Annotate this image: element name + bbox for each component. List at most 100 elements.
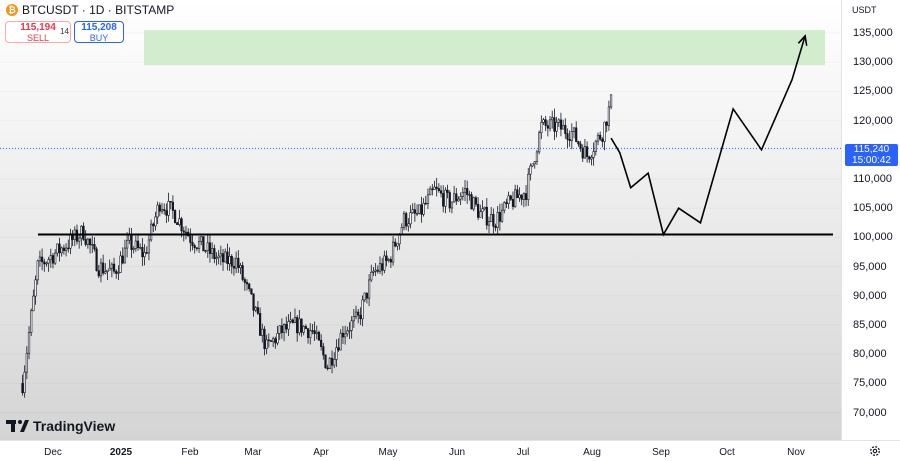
time-tick-label: Feb — [181, 447, 199, 458]
candle — [132, 246, 135, 254]
tradingview-logo[interactable]: TradingView — [6, 418, 115, 434]
candle — [559, 112, 563, 137]
candle — [309, 323, 312, 345]
candle — [241, 261, 244, 282]
candle — [337, 338, 340, 352]
candle — [363, 292, 366, 303]
price-tick-label: 105,000 — [853, 202, 893, 215]
candle — [420, 196, 423, 223]
candle — [274, 336, 277, 349]
candle — [500, 203, 504, 223]
projection-arrowhead — [797, 34, 808, 46]
candle — [191, 233, 194, 251]
candle — [165, 203, 168, 223]
candle — [352, 308, 355, 328]
candle — [326, 364, 329, 371]
symbol-title[interactable]: BTCUSDT · 1D · BITSTAMP — [22, 3, 175, 17]
candle — [455, 188, 458, 205]
candle — [588, 155, 591, 163]
candle — [346, 326, 349, 337]
candle — [178, 209, 181, 227]
candle — [54, 249, 57, 265]
candle — [30, 308, 33, 337]
candle — [367, 274, 371, 307]
candle — [448, 190, 451, 213]
candle — [527, 167, 530, 207]
time-axis[interactable] — [0, 440, 900, 461]
candle — [36, 259, 39, 285]
candle — [361, 295, 364, 327]
candle — [176, 221, 179, 225]
candle — [291, 318, 294, 324]
sell-button[interactable]: 115,194 SELL — [5, 21, 71, 43]
price-tick-label: 70,000 — [853, 406, 887, 419]
candle — [45, 261, 48, 267]
candle — [529, 163, 532, 181]
candle — [62, 244, 65, 255]
candle — [387, 257, 390, 263]
candle — [213, 244, 216, 264]
candle — [56, 243, 59, 257]
candle — [496, 206, 499, 234]
buy-button[interactable]: 115,208 BUY — [74, 21, 124, 43]
tradingview-logo-icon — [6, 420, 29, 432]
candle — [23, 365, 26, 398]
candle — [599, 131, 602, 142]
candle — [256, 301, 260, 315]
price-axis[interactable] — [841, 0, 900, 440]
candle — [64, 243, 68, 257]
candle — [250, 288, 253, 296]
candle — [237, 250, 240, 273]
candle — [117, 265, 120, 280]
candle — [173, 209, 177, 224]
candle — [95, 246, 98, 272]
price-tick-label: 120,000 — [853, 114, 893, 127]
currency-selector[interactable]: USDT — [852, 5, 877, 15]
buy-price: 115,208 — [81, 22, 117, 33]
bitcoin-icon: ₿ — [6, 4, 18, 16]
candle — [136, 234, 140, 251]
candle — [289, 311, 292, 324]
candle — [533, 161, 536, 169]
candle — [40, 248, 44, 271]
candle — [245, 279, 249, 291]
candle — [115, 269, 118, 279]
candle — [394, 238, 397, 248]
candle — [439, 185, 443, 198]
candle — [415, 204, 419, 217]
candle — [341, 326, 345, 345]
candle — [91, 236, 94, 254]
candle — [97, 264, 100, 279]
last-price-value: 115,240 — [853, 144, 890, 155]
candle — [468, 190, 471, 201]
countdown-timer: 15:00:42 — [852, 155, 891, 166]
candle — [34, 275, 37, 305]
candle — [261, 323, 264, 343]
candle — [82, 222, 85, 241]
candle — [226, 243, 229, 271]
candle — [359, 307, 362, 325]
time-tick-label: Mar — [244, 447, 262, 458]
candle — [60, 246, 63, 257]
candle — [450, 201, 454, 214]
time-tick-label: Apr — [313, 447, 329, 458]
candle — [130, 227, 133, 258]
candle — [400, 223, 403, 235]
settings-gear-icon[interactable] — [869, 445, 881, 457]
candle — [265, 334, 268, 355]
candle — [413, 202, 416, 222]
candle — [505, 198, 508, 209]
price-tick-label: 90,000 — [853, 289, 887, 302]
candle — [544, 115, 547, 132]
candle — [385, 250, 388, 267]
candle — [605, 121, 608, 133]
candle — [590, 154, 593, 166]
candle — [481, 200, 484, 219]
candle — [311, 324, 314, 335]
candle — [433, 180, 436, 191]
candle — [424, 195, 427, 206]
candle — [128, 227, 131, 245]
candle — [354, 305, 358, 320]
